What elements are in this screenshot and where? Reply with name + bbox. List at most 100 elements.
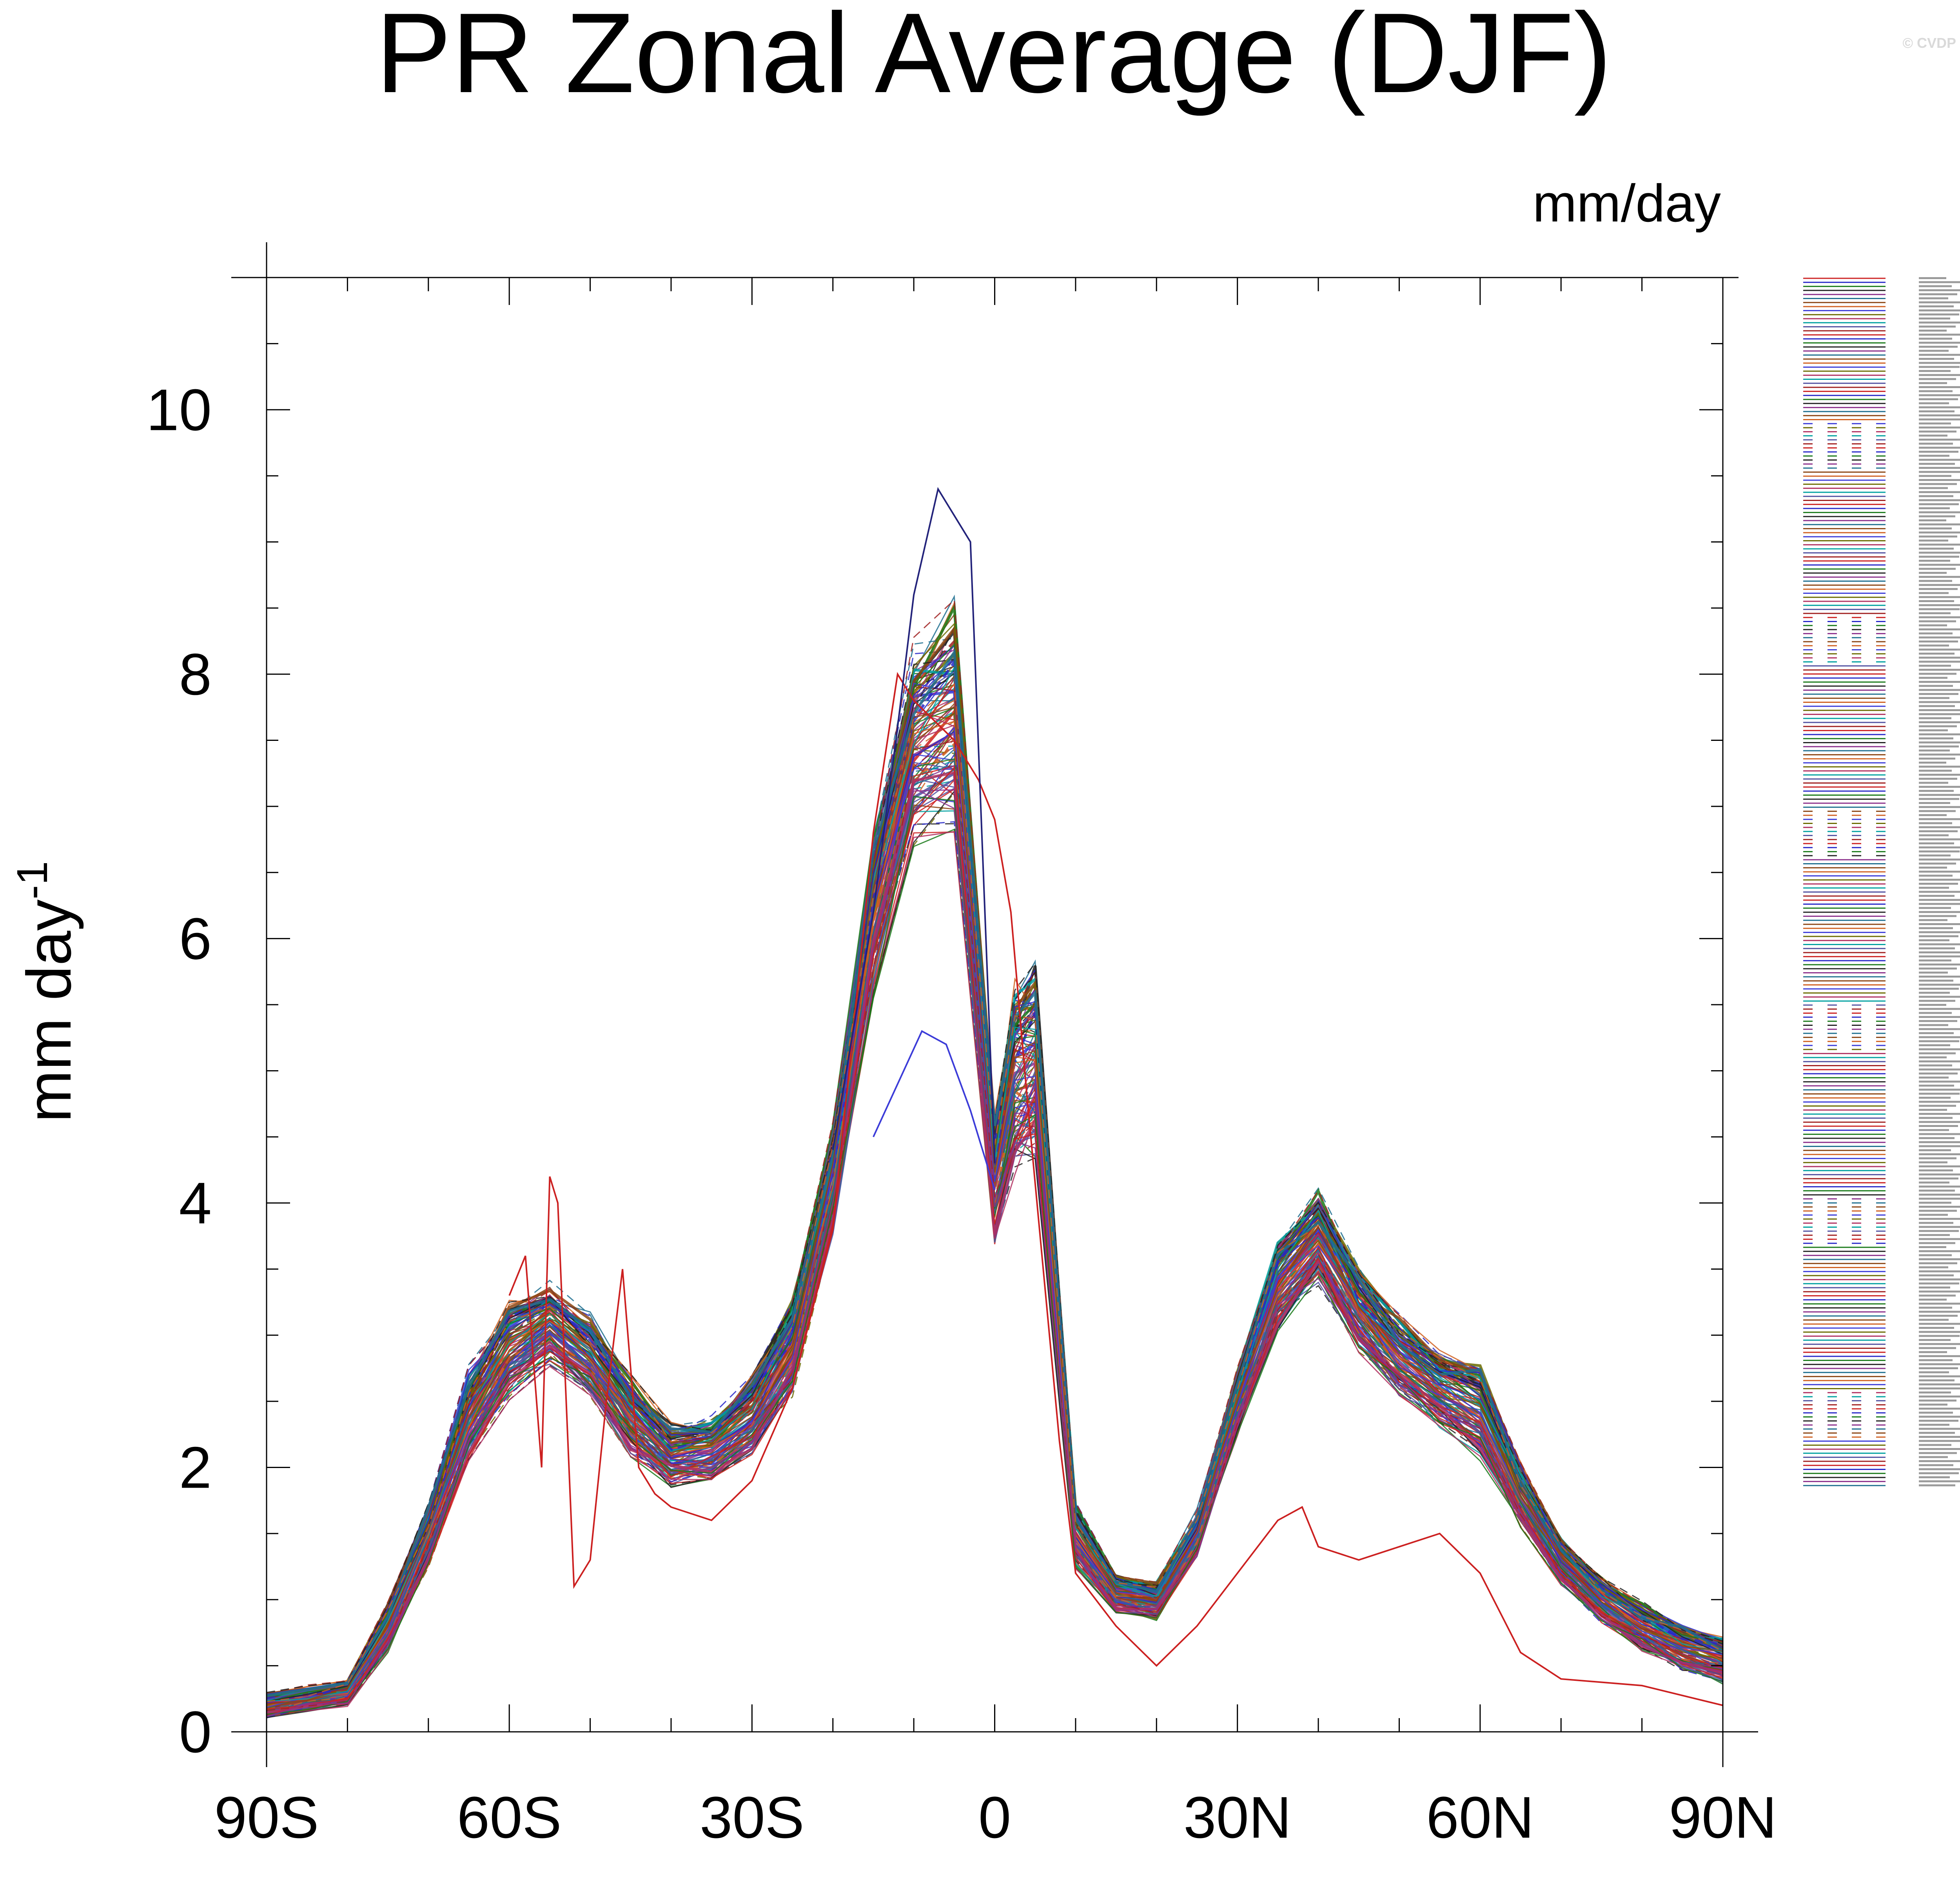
legend-label-text (1919, 1242, 1955, 1244)
legend-label-text (1919, 939, 1949, 942)
legend-entry (1803, 822, 1952, 824)
legend-label-text (1919, 495, 1953, 497)
legend-entry (1803, 1375, 1960, 1377)
legend-label-text (1919, 1072, 1958, 1075)
legend-label-text (1919, 1310, 1960, 1313)
legend-entry (1803, 1480, 1960, 1483)
legend-entry (1803, 390, 1953, 392)
legend-label-text (1919, 1428, 1960, 1430)
legend-label-text (1919, 689, 1960, 691)
legend-label-text (1919, 1379, 1955, 1381)
legend-label-text (1919, 762, 1946, 764)
legend-entry (1803, 1432, 1955, 1434)
legend-label-text (1919, 1068, 1960, 1071)
legend-label-text (1919, 943, 1960, 945)
legend-entry (1803, 862, 1956, 865)
legend-entry (1803, 293, 1957, 296)
legend-entry (1803, 1456, 1948, 1458)
legend-entry (1803, 802, 1950, 804)
legend-label-text (1919, 814, 1947, 816)
legend-entry (1803, 927, 1953, 929)
legend-entry (1803, 572, 1947, 574)
legend-entry (1803, 737, 1953, 740)
legend-label-text (1919, 277, 1946, 279)
legend-label-text (1919, 370, 1951, 372)
y-tick-label: 6 (179, 906, 212, 971)
legend-entry (1803, 1266, 1948, 1268)
legend-label-text (1919, 402, 1949, 405)
legend-entry (1803, 386, 1960, 388)
legend-label-text (1919, 1303, 1960, 1305)
legend-label-text (1919, 657, 1960, 659)
legend-entry (1803, 661, 1960, 663)
legend-entry (1803, 1206, 1960, 1208)
legend-label-text (1919, 822, 1952, 824)
legend-label-text (1919, 1085, 1954, 1087)
legend-label-text (1919, 1315, 1958, 1317)
legend-entry (1803, 632, 1953, 635)
legend-label-text (1919, 984, 1960, 986)
legend-label-text (1919, 358, 1954, 360)
legend-label-text (1919, 1335, 1960, 1337)
legend-entry (1803, 641, 1958, 642)
legend-entry (1803, 1149, 1951, 1151)
legend-entry (1803, 636, 1960, 639)
legend-entry (1803, 1085, 1954, 1087)
legend-label-text (1919, 1137, 1955, 1139)
legend-label-text (1919, 757, 1955, 760)
legend-entry (1803, 277, 1946, 279)
legend-entry (1803, 935, 1958, 937)
legend-label-text (1919, 964, 1960, 965)
legend-label-text (1919, 293, 1957, 296)
legend-label-text (1919, 721, 1960, 723)
legend-label-text (1919, 891, 1960, 893)
legend-label-text (1919, 769, 1952, 772)
legend-entry (1803, 475, 1951, 477)
legend-label-text (1919, 1484, 1955, 1486)
legend-label-text (1919, 325, 1956, 328)
legend-entry (1803, 483, 1957, 485)
legend-label-text (1919, 1307, 1952, 1309)
legend-label-text (1919, 426, 1960, 429)
legend-label-text (1919, 555, 1959, 558)
legend-label-text (1919, 1214, 1948, 1216)
legend-label-text (1919, 862, 1956, 865)
legend-label-text (1919, 883, 1958, 885)
legend-label-text (1919, 588, 1958, 590)
legend-label-text (1919, 1226, 1960, 1228)
legend-entry (1803, 685, 1953, 687)
legend-label-text (1919, 543, 1960, 546)
legend-label-text (1919, 616, 1960, 619)
legend-entry (1803, 289, 1960, 291)
legend-label-text (1919, 810, 1956, 812)
legend-entry (1803, 592, 1949, 594)
legend-entry (1803, 426, 1960, 429)
y-axis-title: mm day-1 (8, 861, 84, 1123)
legend-entry (1803, 1282, 1959, 1285)
legend-label-text (1919, 1403, 1947, 1406)
legend-entry (1803, 1335, 1960, 1337)
highlighted-series-line (873, 1030, 996, 1190)
x-tick-label: 60N (1426, 1784, 1534, 1850)
legend-label-text (1919, 737, 1953, 740)
legend-entry (1803, 725, 1957, 728)
legend-entry (1803, 1189, 1955, 1192)
legend-entry (1803, 479, 1960, 481)
legend-entry (1803, 1440, 1960, 1442)
legend-entry (1803, 459, 1960, 461)
legend-entry (1803, 1315, 1958, 1317)
legend-label-text (1919, 915, 1956, 917)
legend-entry (1803, 1048, 1960, 1051)
legend-label-text (1919, 1395, 1960, 1398)
legend-entry (1803, 1448, 1960, 1450)
ensemble-member-line (266, 735, 1723, 1711)
legend-entry (1803, 1307, 1952, 1309)
legend-label-text (1919, 305, 1954, 308)
legend-label-text (1919, 1169, 1953, 1172)
legend-label-text (1919, 580, 1952, 582)
legend-entry (1803, 1250, 1960, 1252)
legend-label-text (1919, 321, 1960, 324)
y-tick-label: 4 (179, 1170, 212, 1236)
legend-label-text (1919, 786, 1960, 788)
